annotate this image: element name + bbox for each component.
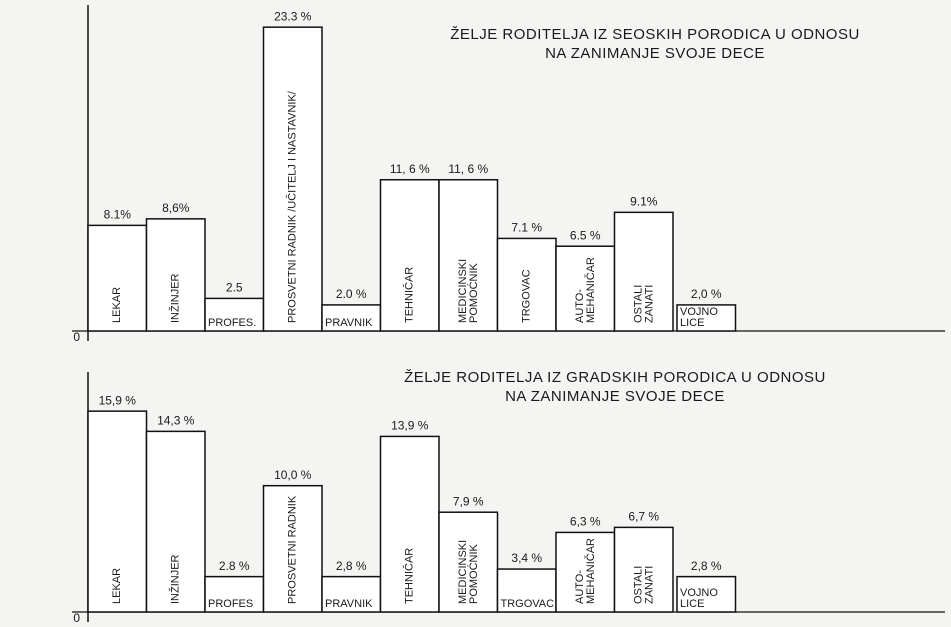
bar (145, 218, 206, 332)
value-label: 2.0 % (336, 287, 367, 301)
value-label: 6,3 % (570, 515, 601, 529)
value-label: 7.1 % (511, 221, 542, 235)
value-label: 14,3 % (157, 414, 195, 428)
bar (379, 178, 440, 332)
value-label: 2.8 % (219, 559, 250, 573)
value-label: 3,4 % (511, 551, 542, 565)
y-tick-label: 0 (73, 330, 80, 344)
bar (438, 178, 499, 332)
value-label: 6.5 % (570, 228, 601, 242)
category-label: LEKAR (111, 287, 123, 323)
chart-title: NA ZANIMANJE SVOJE DECE (545, 45, 765, 62)
category-label: TRGOVAC (521, 269, 533, 323)
value-label: 7,9 % (453, 494, 484, 508)
value-label: 2,8 % (691, 559, 722, 573)
category-label: LEKAR (111, 568, 123, 604)
category-label: AUTO-MEHANIČAR (574, 538, 597, 604)
bar (613, 211, 674, 332)
category-label: VOJNO LICE (680, 306, 718, 329)
value-label: 9.1% (630, 195, 658, 209)
bar (613, 526, 674, 613)
category-label: VOJNO LICE (680, 587, 718, 610)
bar (87, 224, 148, 332)
value-label: 11, 6 % (390, 162, 430, 176)
chart-title: NA ZANIMANJE SVOJE DECE (505, 388, 725, 405)
value-label: 13,9 % (391, 419, 429, 433)
chart-title: ŽELJE RODITELJA IZ GRADSKIH PORODICA U O… (404, 369, 826, 386)
bar (496, 568, 557, 613)
value-label: 23.3 % (274, 9, 312, 23)
category-label: PRAVNIK (325, 598, 373, 610)
bar (87, 410, 148, 613)
y-tick-label: 0 (73, 611, 80, 625)
value-label: 8.1% (104, 208, 132, 222)
category-label: PRAVNIK (325, 317, 373, 329)
bar (496, 237, 557, 332)
value-label: 15,9 % (99, 393, 137, 407)
category-label: PROFES. (208, 317, 256, 329)
category-label: TRGOVAC (501, 598, 555, 610)
bar (676, 304, 737, 332)
category-label: MEDICINSKIPOMOĆNIK (457, 540, 480, 604)
bar (555, 245, 616, 332)
category-label: AUTO-MEHANIČAR (574, 257, 597, 323)
chart-title: ŽELJE RODITELJA IZ SEOSKIH PORODICA U OD… (450, 26, 860, 43)
bar (204, 575, 265, 613)
value-label: 11, 6 % (448, 162, 488, 176)
category-label: OSTALIZANATI (632, 566, 655, 604)
category-label: PROSVETNI RADNIK /UČITELJ I NASTAVNIK/ (286, 90, 299, 323)
category-label: MEDICINSKIPOMOĆNIK (457, 259, 480, 323)
category-label: TEHNIČAR (403, 267, 416, 323)
value-label: 10,0 % (274, 468, 312, 482)
bar (262, 484, 323, 613)
value-label: 2,0 % (691, 287, 722, 301)
bar (438, 511, 499, 613)
category-label: INŽINJER (169, 273, 182, 323)
bar (204, 297, 265, 332)
category-label: TEHNIČAR (403, 548, 416, 604)
category-label: INŽINJER (169, 554, 182, 604)
category-label: PROSVETNI RADNIK (287, 495, 299, 604)
bar (555, 531, 616, 613)
value-label: 6,7 % (628, 510, 659, 524)
value-label: 2.5 (226, 281, 243, 295)
bar (262, 26, 323, 332)
bar (145, 430, 206, 613)
value-label: 8,6% (162, 201, 190, 215)
category-label: PROFES (208, 598, 253, 610)
bar (676, 575, 737, 613)
value-label: 2,8 % (336, 559, 367, 573)
category-label: OSTALIZANATI (632, 285, 655, 323)
